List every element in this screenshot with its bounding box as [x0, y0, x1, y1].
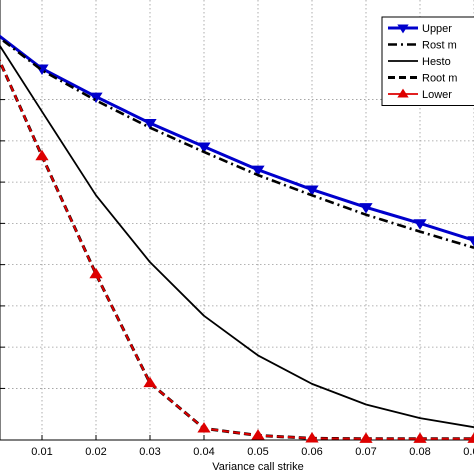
x-tick-label: 0.01: [31, 446, 52, 458]
data-point: [305, 432, 319, 443]
series-1: [0, 34, 474, 247]
data-point: [467, 236, 474, 247]
series-3: [0, 44, 474, 429]
series-5: [0, 59, 474, 443]
legend-marker: [397, 24, 409, 34]
x-tick-label: 0.07: [355, 446, 376, 458]
series-group: [0, 34, 474, 443]
x-tick-label: 0.09: [463, 446, 474, 458]
data-point: [305, 185, 319, 196]
x-axis-title: Variance call strike: [212, 461, 304, 473]
legend-item: Hesto: [388, 56, 451, 68]
data-point: [197, 422, 211, 433]
data-point: [197, 142, 211, 153]
data-point: [143, 376, 157, 388]
x-tick-label: 0.03: [139, 446, 160, 458]
legend-item: Rost m: [388, 40, 457, 52]
data-point: [89, 92, 103, 104]
data-point: [89, 267, 103, 279]
x-tick-labels: 0.01 0.02 0.03 0.04 0.05 0.06 0.07 0.08 0.09: [31, 446, 474, 458]
x-tick-label: 0.04: [193, 446, 214, 458]
data-point: [359, 203, 373, 214]
legend-box: [381, 16, 474, 106]
legend-item: Root m: [388, 73, 457, 85]
legend-marker: [397, 88, 409, 98]
legend-label: Hesto: [422, 56, 451, 68]
data-point: [251, 429, 265, 440]
legend: Upper Rost m Hesto Root m Lower: [381, 16, 474, 106]
data-point: [35, 149, 49, 161]
data-point: [251, 165, 265, 177]
legend-item: Upper: [388, 23, 452, 35]
series-2: [0, 36, 474, 249]
series-line: [0, 59, 474, 440]
series-line: [0, 36, 474, 249]
legend-label: Root m: [422, 73, 457, 85]
legend-label: Lower: [422, 89, 452, 101]
data-point: [359, 432, 373, 443]
legend-label: Upper: [422, 23, 452, 35]
series-line: [0, 44, 474, 429]
x-tick-label: 0.02: [85, 446, 106, 458]
data-point: [413, 219, 427, 230]
series-line: [0, 34, 474, 242]
legend-label: Rost m: [422, 40, 457, 52]
legend-item: Lower: [388, 88, 452, 101]
x-tick-label: 0.06: [301, 446, 322, 458]
x-tick-label: 0.05: [247, 446, 268, 458]
data-point: [467, 432, 474, 443]
data-point: [143, 119, 157, 130]
data-point: [413, 432, 427, 443]
x-tick-label: 0.08: [409, 446, 430, 458]
